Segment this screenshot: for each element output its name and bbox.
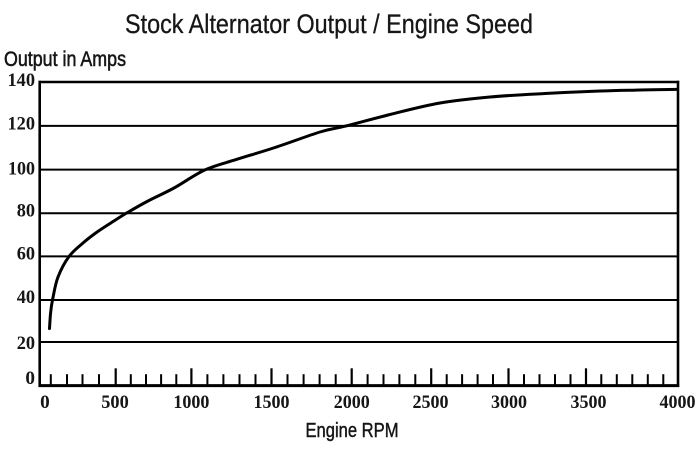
svg-text:1500: 1500: [254, 393, 290, 413]
svg-text:4000: 4000: [660, 393, 696, 413]
svg-text:Output in Amps: Output in Amps: [4, 48, 126, 71]
svg-text:0: 0: [40, 393, 50, 413]
svg-text:500: 500: [101, 393, 129, 413]
svg-text:Stock Alternator Output / Engi: Stock Alternator Output / Engine Speed: [125, 9, 533, 39]
svg-text:2000: 2000: [334, 393, 370, 413]
svg-text:3000: 3000: [491, 393, 527, 413]
svg-text:2500: 2500: [413, 393, 449, 413]
svg-text:60: 60: [17, 245, 35, 265]
svg-text:Engine RPM: Engine RPM: [306, 420, 399, 442]
svg-text:80: 80: [17, 201, 35, 221]
svg-text:3500: 3500: [571, 393, 607, 413]
svg-text:40: 40: [17, 288, 35, 308]
svg-text:0: 0: [25, 369, 35, 389]
svg-text:1000: 1000: [173, 393, 209, 413]
svg-text:140: 140: [8, 71, 36, 91]
svg-text:100: 100: [8, 159, 35, 179]
svg-text:20: 20: [17, 334, 35, 354]
svg-text:120: 120: [8, 115, 36, 135]
